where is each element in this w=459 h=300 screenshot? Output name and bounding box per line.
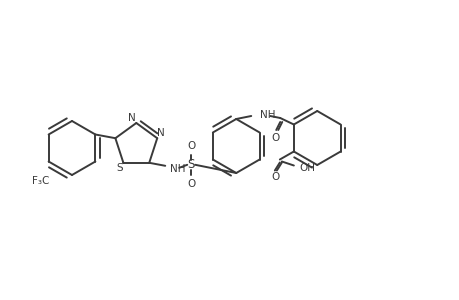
Text: O: O	[271, 172, 280, 182]
Text: NH: NH	[170, 164, 185, 174]
Text: NH: NH	[260, 110, 275, 120]
Text: S: S	[187, 158, 195, 171]
Text: OH: OH	[299, 163, 315, 172]
Text: O: O	[187, 179, 195, 189]
Text: O: O	[270, 133, 279, 143]
Text: N: N	[128, 113, 136, 123]
Text: O: O	[187, 141, 195, 151]
Text: S: S	[116, 163, 123, 173]
Text: N: N	[157, 128, 165, 138]
Text: F₃C: F₃C	[32, 176, 49, 185]
